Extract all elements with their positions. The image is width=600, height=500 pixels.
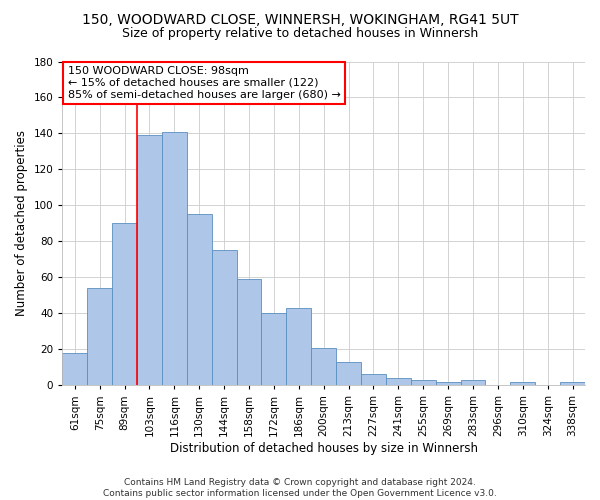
Y-axis label: Number of detached properties: Number of detached properties: [15, 130, 28, 316]
Bar: [262, 314, 286, 386]
Text: Size of property relative to detached houses in Winnersh: Size of property relative to detached ho…: [122, 28, 478, 40]
Bar: [212, 250, 236, 386]
Bar: [511, 382, 535, 386]
Text: 150, WOODWARD CLOSE, WINNERSH, WOKINGHAM, RG41 5UT: 150, WOODWARD CLOSE, WINNERSH, WOKINGHAM…: [82, 12, 518, 26]
Bar: [336, 362, 361, 386]
Bar: [361, 374, 386, 386]
Bar: [286, 308, 311, 386]
Bar: [87, 288, 112, 386]
Bar: [560, 382, 585, 386]
Text: 150 WOODWARD CLOSE: 98sqm
← 15% of detached houses are smaller (122)
85% of semi: 150 WOODWARD CLOSE: 98sqm ← 15% of detac…: [68, 66, 340, 100]
Bar: [461, 380, 485, 386]
Bar: [386, 378, 411, 386]
X-axis label: Distribution of detached houses by size in Winnersh: Distribution of detached houses by size …: [170, 442, 478, 455]
Bar: [62, 353, 87, 386]
Bar: [436, 382, 461, 386]
Bar: [162, 132, 187, 386]
Bar: [411, 380, 436, 386]
Bar: [112, 224, 137, 386]
Text: Contains HM Land Registry data © Crown copyright and database right 2024.
Contai: Contains HM Land Registry data © Crown c…: [103, 478, 497, 498]
Bar: [311, 348, 336, 386]
Bar: [187, 214, 212, 386]
Bar: [137, 136, 162, 386]
Bar: [236, 279, 262, 386]
